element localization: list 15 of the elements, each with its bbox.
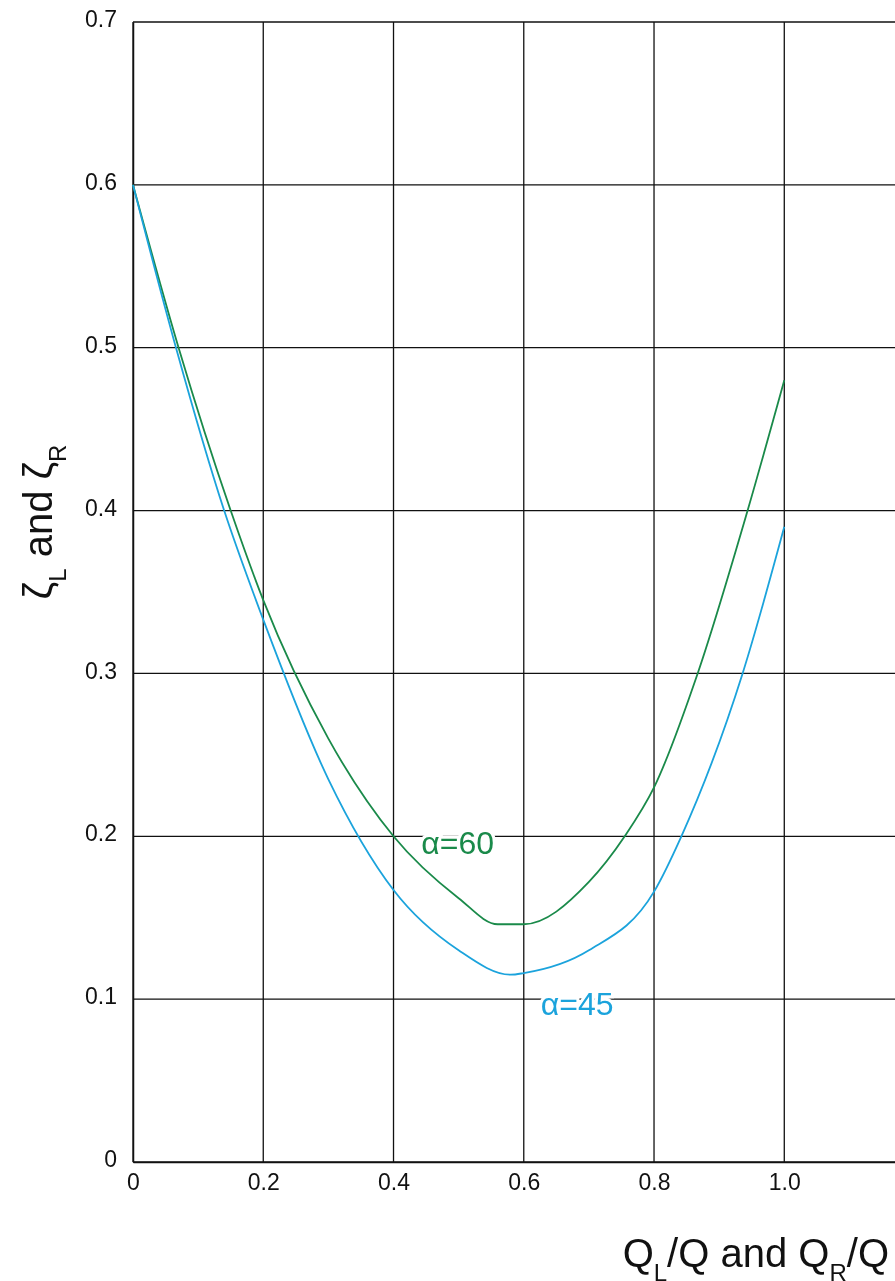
y-tick-label: 0.2 [85, 820, 117, 847]
y-tick-label: 0.1 [85, 983, 117, 1010]
x-tick-label: 0.4 [378, 1169, 411, 1196]
x-axis-title: Q$_{L}$/Q and Q$_{R}$/Q [622, 1231, 889, 1281]
y-tick-label: 0.7 [85, 6, 117, 33]
y-tick-label: 0.5 [85, 331, 117, 358]
x-tick-label: 0 [127, 1169, 140, 1196]
y-tick-label: 0.6 [85, 168, 117, 195]
y-tick-label: 0.4 [85, 494, 118, 521]
x-tick-label: 0.6 [508, 1169, 541, 1196]
y-tick-label: 0.3 [85, 657, 117, 684]
x-tick-label: 0.8 [638, 1169, 671, 1196]
y-tick-label: 0 [104, 1146, 117, 1173]
x-tick-label: 1.0 [768, 1169, 801, 1196]
x-tick-label: 0.2 [247, 1169, 280, 1196]
